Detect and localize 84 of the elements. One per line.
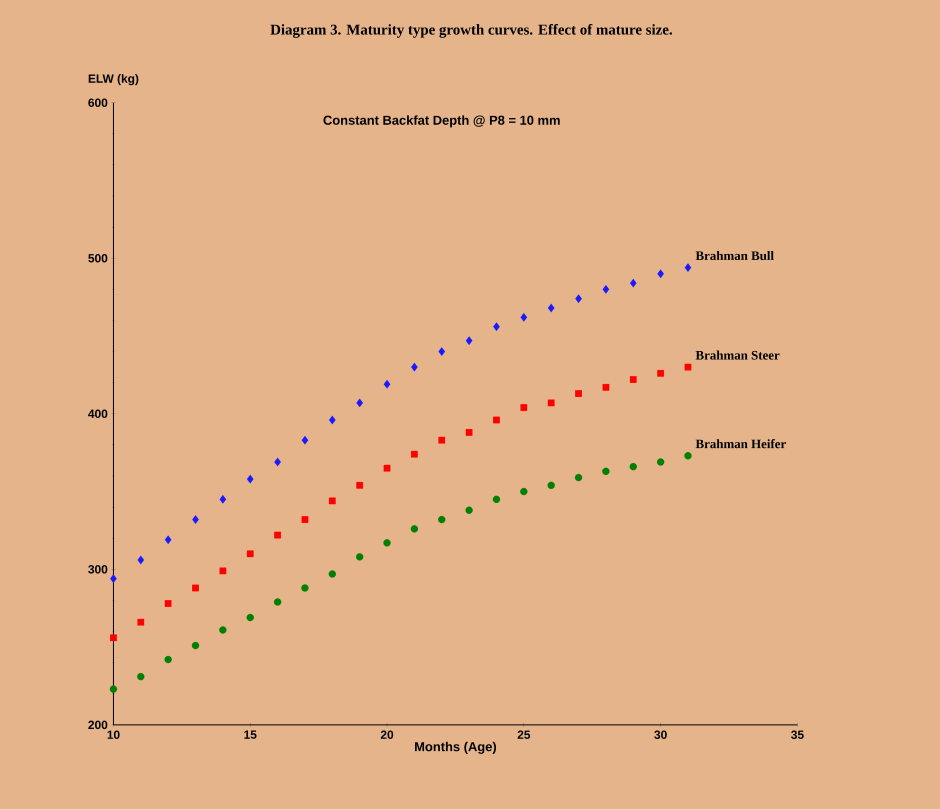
point [274, 458, 281, 467]
point [219, 626, 227, 634]
series-label: Brahman Heifer [696, 439, 786, 448]
point [684, 263, 692, 272]
point [302, 516, 308, 524]
point [602, 285, 610, 294]
point [520, 404, 528, 412]
point [164, 600, 172, 608]
point [657, 370, 664, 377]
y-axis-title: ELW (kg) [88, 74, 138, 86]
point [137, 619, 144, 626]
point [384, 465, 390, 472]
point [602, 468, 610, 476]
point [356, 482, 364, 489]
point [466, 429, 472, 436]
point [246, 474, 254, 484]
point [684, 364, 692, 371]
point [137, 556, 144, 565]
y-tick-label: 400 [88, 410, 108, 418]
point [411, 362, 418, 372]
point [548, 304, 555, 313]
point [328, 416, 336, 425]
point [492, 496, 500, 504]
point [548, 482, 555, 490]
point [301, 584, 309, 592]
point [274, 598, 282, 606]
point [410, 525, 418, 533]
point [220, 495, 226, 504]
point [246, 614, 254, 622]
point [438, 347, 446, 356]
x-tick-label: 15 [244, 730, 257, 739]
point [110, 686, 118, 693]
point [465, 506, 473, 514]
point [356, 553, 364, 561]
point [438, 516, 446, 524]
x-tick-label: 10 [108, 730, 120, 740]
x-tick-label: 30 [654, 730, 667, 740]
point [220, 568, 226, 574]
x-tick-label: 20 [380, 730, 394, 740]
series-label: Brahman Bull [696, 251, 774, 260]
point [630, 278, 637, 288]
point [630, 376, 637, 384]
point [520, 488, 528, 496]
point [164, 656, 172, 664]
point [656, 458, 664, 466]
point [192, 642, 200, 650]
point [274, 532, 281, 539]
point [356, 398, 364, 408]
point [630, 463, 637, 471]
point [384, 380, 390, 389]
point [110, 634, 117, 642]
point [110, 574, 117, 584]
point [466, 336, 472, 346]
y-tick-label: 200 [88, 720, 108, 730]
point [383, 539, 391, 547]
chart-title: Diagram 3. Maturity type growth curves. Effect of mature size. [270, 24, 672, 38]
point [493, 322, 500, 332]
series-label: Brahman Steer [696, 350, 780, 360]
point [657, 270, 664, 278]
point [328, 570, 336, 578]
x-tick-label: 25 [518, 730, 530, 740]
point [684, 452, 692, 460]
y-tick-label: 600 [88, 98, 108, 108]
point [602, 384, 610, 391]
y-tick-label: 500 [88, 254, 108, 263]
point [137, 673, 144, 681]
annotation: Constant Backfat Depth @ P8 = 10 mm [323, 116, 560, 128]
y-tick-label: 300 [88, 565, 108, 574]
point [493, 416, 500, 424]
point [246, 550, 254, 558]
point [411, 451, 418, 458]
point [302, 436, 308, 445]
point [164, 536, 172, 544]
point [192, 584, 199, 592]
point [192, 515, 199, 524]
point [575, 294, 582, 304]
point [548, 400, 555, 406]
point [575, 390, 582, 398]
point [574, 474, 582, 482]
x-tick-label: 35 [791, 730, 804, 740]
point [520, 313, 528, 322]
x-axis-title: Months (Age) [415, 742, 496, 754]
point [438, 437, 446, 444]
point [328, 498, 336, 504]
